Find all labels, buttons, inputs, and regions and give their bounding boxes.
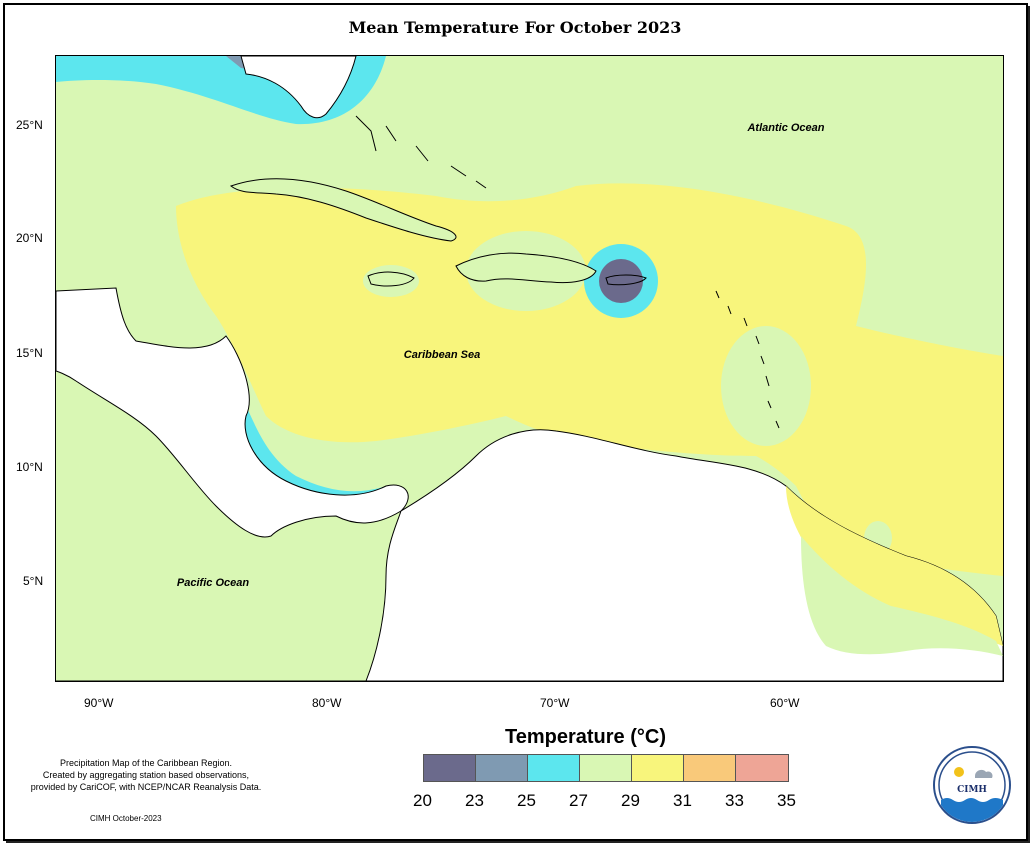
legend-swatch [684,755,736,781]
legend-swatch [476,755,528,781]
legend-swatch [580,755,632,781]
temp-field-guiana-green [801,536,1003,656]
map-note: Precipitation Map of the Caribbean Regio… [6,757,286,793]
lat-tick-25n: 25°N [16,118,43,132]
map-panel: Atlantic Ocean Caribbean Sea Pacific Oce… [55,55,1004,682]
legend-swatch [736,755,788,781]
legend-break-label: 23 [465,791,484,810]
legend-swatch [424,755,476,781]
lon-tick-90w: 90°W [84,696,114,710]
land-florida [240,56,357,119]
legend-swatch [632,755,684,781]
label-atlantic-ocean: Atlantic Ocean [746,122,824,134]
credit-text: CIMH October-2023 [90,814,162,823]
lat-tick-5n: 5°N [23,574,44,588]
land-hispaniola [455,252,597,284]
legend-break-label: 35 [777,791,796,810]
cimh-logo-graphic: CIMH [938,751,1006,822]
land-jamaica [367,271,415,287]
label-caribbean-sea: Caribbean Sea [404,349,480,361]
land-puerto-rico [605,274,647,286]
legend-break-label: 20 [413,791,432,810]
lat-tick-10n: 10°N [16,460,43,474]
lat-tick-20n: 20°N [16,231,43,245]
sun-icon [954,767,964,777]
water-icon [941,798,1003,822]
lon-tick-80w: 80°W [312,696,342,710]
legend-break-label: 25 [517,791,536,810]
cloud-icon [975,769,993,778]
legend-swatch [528,755,580,781]
note-line-2: Created by aggregating station based obs… [42,770,250,780]
note-line-3: provided by CariCOF, with NCEP/NCAR Rean… [30,782,262,792]
note-line-1: Precipitation Map of the Caribbean Regio… [59,758,233,768]
logo-text: CIMH [957,785,987,795]
cimh-logo: CIMH [933,746,1011,824]
legend-break-label: 33 [725,791,744,810]
legend-break-label: 31 [673,791,692,810]
label-pacific-ocean: Pacific Ocean [177,577,249,589]
land-cuba [229,178,457,242]
legend-title: Temperature (°C) [505,726,666,748]
temp-spot-puerto-rico-23 [599,259,643,303]
temp-field-guiana-yellow [786,486,1003,646]
legend-colorbar [423,754,789,782]
map-title: Mean Temperature For October 2023 [348,18,682,37]
legend-break-label: 29 [621,791,640,810]
legend-break-label: 27 [569,791,588,810]
lon-tick-60w: 60°W [770,696,800,710]
land-bahamas [355,115,487,189]
temperature-map: Atlantic Ocean Caribbean Sea Pacific Oce… [56,56,1003,681]
lat-tick-15n: 15°N [16,346,43,360]
lon-tick-70w: 70°W [540,696,570,710]
temp-pocket-antilles [721,326,811,446]
land-lesser-antilles [715,290,780,429]
